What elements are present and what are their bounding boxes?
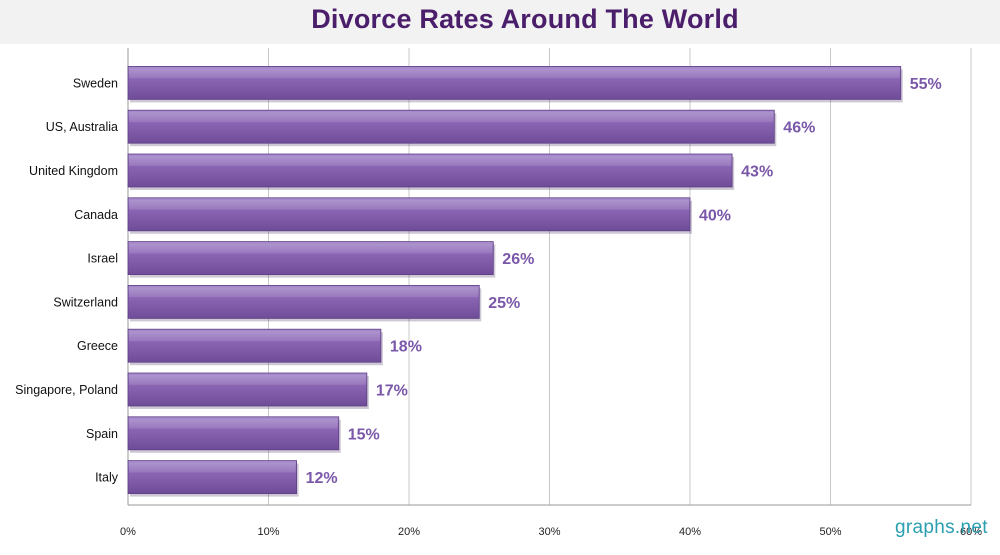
category-label: Switzerland: [53, 295, 118, 309]
bar-sheen: [129, 112, 774, 123]
bar-switzerland: [127, 284, 480, 319]
chart-title: Divorce Rates Around The World: [311, 4, 739, 34]
bar-sheen: [129, 287, 479, 298]
category-label: Canada: [74, 208, 118, 222]
bar-italy: [127, 460, 298, 495]
x-tick-label: 20%: [398, 526, 420, 538]
data-label: 55%: [910, 76, 942, 93]
bar-sweden: [127, 66, 902, 100]
category-label: Sweden: [73, 76, 118, 90]
x-tick-label: 40%: [679, 526, 701, 538]
bar-sheen: [129, 418, 338, 429]
data-label: 17%: [376, 383, 408, 400]
data-label: 15%: [348, 426, 380, 443]
bar-us-australia: [127, 109, 775, 144]
x-tick-label: 0%: [120, 526, 136, 538]
bar-sheen: [129, 156, 732, 166]
bar-sheen: [129, 243, 493, 254]
data-label: 43%: [741, 164, 773, 181]
data-label: 46%: [783, 120, 815, 137]
category-label: Spain: [86, 427, 118, 441]
category-label: Israel: [87, 252, 118, 266]
category-label: Italy: [95, 471, 119, 485]
bar-canada: [127, 197, 691, 232]
bar-united-kingdom: [127, 153, 733, 188]
data-label: 40%: [699, 207, 731, 224]
bar-sheen: [129, 331, 380, 342]
bar-sheen: [129, 68, 900, 79]
category-label: US, Australia: [46, 120, 118, 134]
title-band: [0, 0, 1000, 44]
bar-sheen: [129, 462, 296, 473]
data-label: 26%: [502, 251, 534, 268]
data-label: 25%: [488, 295, 520, 312]
bar-sheen: [129, 199, 689, 210]
bar-sheen: [129, 375, 366, 385]
bars-layer: [127, 66, 903, 497]
x-tick-label: 10%: [257, 526, 279, 538]
bar-spain: [127, 416, 340, 451]
bar-singapore-poland: [127, 372, 368, 407]
category-label: Greece: [77, 339, 118, 353]
labels-layer: 0% 10% 20% 30% 40% 50% 60% Sweden 55% US, Austral…: [15, 76, 982, 538]
x-tick-label: 50%: [819, 526, 841, 538]
watermark-text: graphs.net: [895, 517, 988, 538]
bar-greece: [127, 328, 382, 363]
bar-israel: [127, 241, 494, 276]
x-tick-label: 60%: [960, 526, 982, 538]
category-label: Singapore, Poland: [15, 383, 118, 397]
category-label: United Kingdom: [29, 164, 118, 178]
data-label: 18%: [390, 339, 422, 356]
x-tick-label: 30%: [538, 526, 560, 538]
data-label: 12%: [306, 470, 338, 487]
